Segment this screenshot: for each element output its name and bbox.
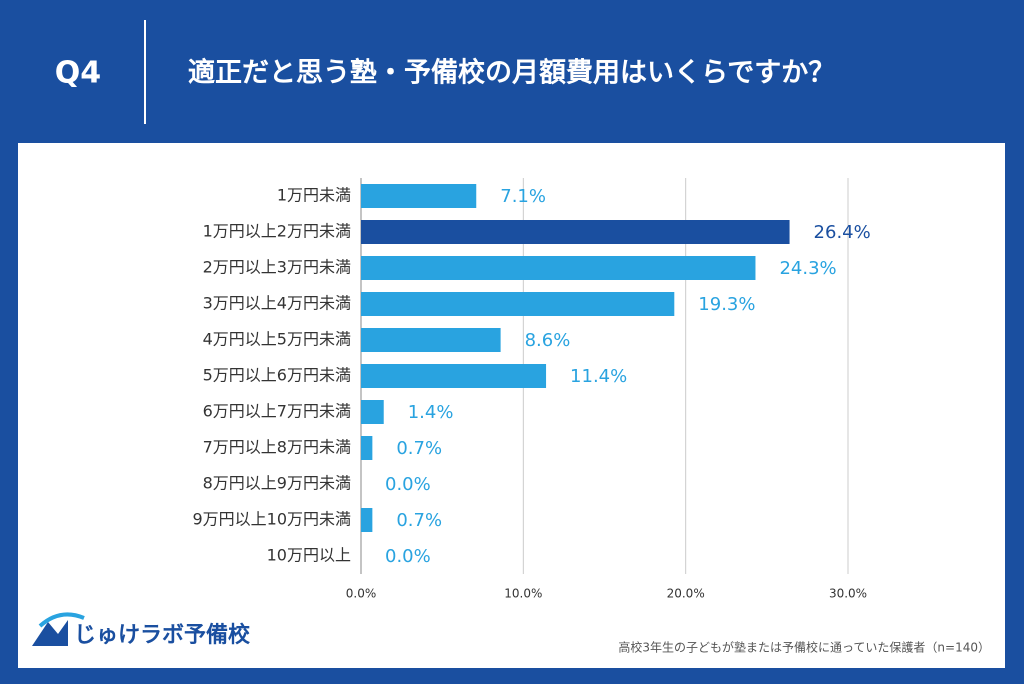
category-label: 1万円未満 — [277, 186, 351, 205]
bar — [361, 328, 501, 352]
value-label: 26.4% — [814, 222, 871, 243]
category-label: 5万円以上6万円未満 — [203, 366, 351, 385]
logo-text: じゅけラボ予備校 — [74, 622, 251, 648]
logo-icon — [32, 620, 68, 646]
bar — [361, 364, 547, 388]
value-label: 0.0% — [385, 474, 431, 495]
footnote: 高校3年生の子どもが塾または予備校に通っていた保護者（n=140） — [618, 640, 990, 655]
value-label: 0.7% — [396, 510, 442, 531]
value-label: 24.3% — [779, 258, 836, 279]
x-tick-label: 20.0% — [667, 587, 705, 601]
category-label: 3万円以上4万円未満 — [203, 294, 351, 313]
bar — [361, 256, 756, 280]
header-title: 適正だと思う塾・予備校の月額費用はいくらですか？ — [188, 57, 835, 89]
value-label: 19.3% — [698, 294, 755, 315]
logo: じゅけラボ予備校 — [32, 612, 251, 648]
bar — [361, 508, 373, 532]
bar — [361, 184, 477, 208]
bar — [361, 436, 373, 460]
category-label: 8万円以上9万円未満 — [203, 474, 351, 493]
plot: 0.0% 10.0% 20.0% 30.0% 1万円未満 7.1% 1万円以上2万円未満 26… — [192, 178, 871, 601]
category-label: 10万円以上 — [267, 546, 351, 565]
bar — [361, 292, 675, 316]
x-tick-label: 0.0% — [346, 587, 377, 601]
category-label: 4万円以上5万円未満 — [203, 330, 351, 349]
category-label: 6万円以上7万円未満 — [203, 402, 351, 421]
category-label: 1万円以上2万円未満 — [203, 222, 351, 241]
category-label: 9万円以上10万円未満 — [192, 510, 351, 529]
category-label: 7万円以上8万円未満 — [203, 438, 351, 457]
category-label: 2万円以上3万円未満 — [203, 258, 351, 277]
bar — [361, 400, 384, 424]
x-tick-label: 30.0% — [829, 587, 867, 601]
question-label: Q4 — [55, 56, 101, 91]
value-label: 1.4% — [408, 402, 454, 423]
value-label: 8.6% — [525, 330, 571, 351]
value-label: 7.1% — [500, 186, 546, 207]
value-label: 0.7% — [396, 438, 442, 459]
value-label: 0.0% — [385, 546, 431, 567]
bar — [361, 220, 790, 244]
x-tick-label: 10.0% — [504, 587, 542, 601]
logo-swoosh — [38, 612, 85, 628]
value-label: 11.4% — [570, 366, 627, 387]
